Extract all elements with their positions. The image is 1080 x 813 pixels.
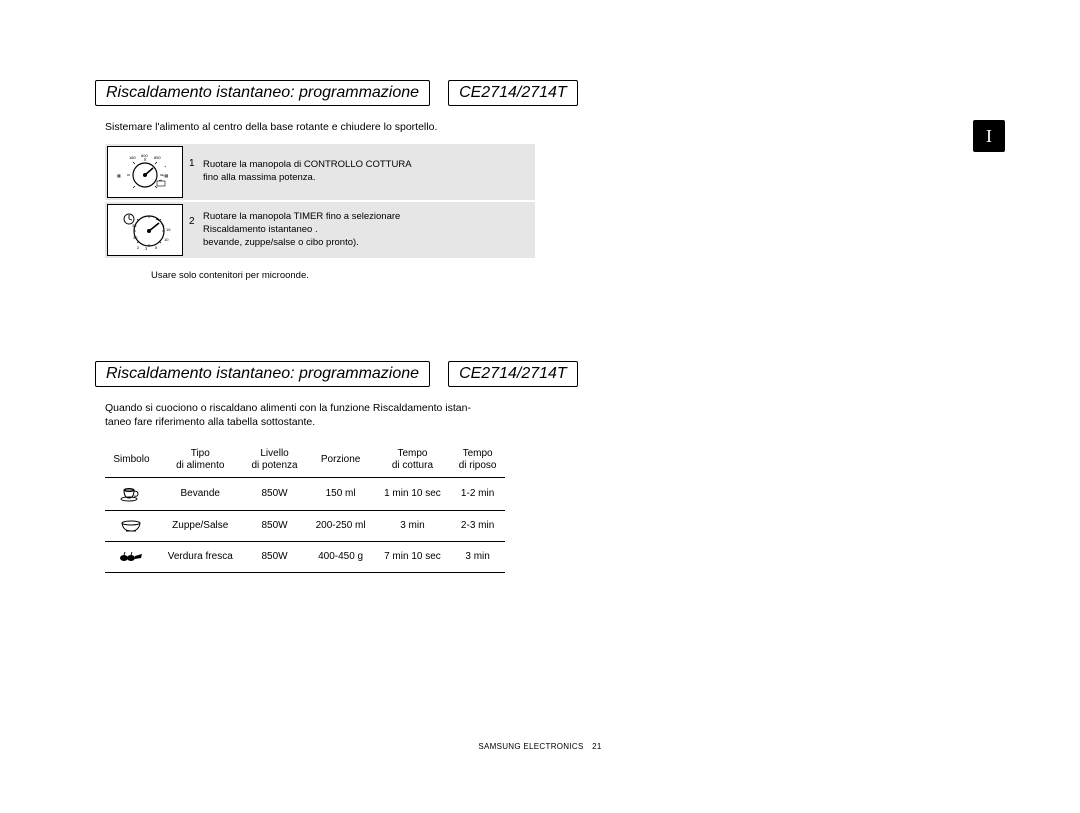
cell-livello: 850W [243, 510, 307, 541]
cell-porzione: 400-450 g [307, 541, 375, 572]
food-table-wrap: Simbolo Tipodi alimento Livellodi potenz… [105, 444, 995, 573]
svg-text:5: 5 [155, 245, 158, 250]
step2-number: 2 [189, 212, 203, 227]
cell-porzione: 200-250 ml [307, 510, 375, 541]
section1-note: Usare solo contenitori per microonde. [151, 270, 995, 281]
th-livello: Livellodi potenza [243, 444, 307, 478]
language-badge: I [973, 120, 1005, 152]
svg-text:180: 180 [129, 155, 136, 160]
th-simbolo: Simbolo [105, 444, 158, 478]
footer-page-number: 21 [592, 742, 602, 751]
step2-text: Ruotare la manopola TIMER fino a selezio… [203, 205, 406, 255]
cell-livello: 850W [243, 477, 307, 510]
section1-steps: 180 600 850 + +▦ ▦ 1 Ruotare la manopola… [105, 144, 995, 258]
svg-text:850: 850 [154, 155, 161, 160]
page-footer: SAMSUNG ELECTRONICS 21 [0, 742, 1080, 751]
cell-cottura: 7 min 10 sec [375, 541, 451, 572]
th-tipo: Tipodi alimento [158, 444, 243, 478]
table-row: Zuppe/Salse 850W 200-250 ml 3 min 2-3 mi… [105, 510, 505, 541]
cell-cottura: 3 min [375, 510, 451, 541]
section1-model: CE2714/2714T [448, 80, 578, 106]
food-table: Simbolo Tipodi alimento Livellodi potenz… [105, 444, 505, 573]
svg-text:15: 15 [166, 227, 171, 232]
svg-text:30: 30 [133, 235, 138, 240]
footer-brand: SAMSUNG ELECTRONICS [478, 742, 583, 751]
cell-porzione: 150 ml [307, 477, 375, 510]
table-row: Bevande 850W 150 ml 1 min 10 sec 1-2 min [105, 477, 505, 510]
svg-text:▦: ▦ [117, 173, 121, 178]
cell-riposo: 3 min [450, 541, 505, 572]
cell-tipo: Verdura fresca [158, 541, 243, 572]
table-row: Verdura fresca 850W 400-450 g 7 min 10 s… [105, 541, 505, 572]
symbol-veg-icon [105, 541, 158, 572]
cell-tipo: Zuppe/Salse [158, 510, 243, 541]
svg-text:+: + [164, 164, 167, 169]
svg-text:3: 3 [145, 246, 148, 251]
cell-riposo: 1-2 min [450, 477, 505, 510]
svg-text:+▦: +▦ [162, 173, 168, 178]
th-porzione: Porzione [307, 444, 375, 478]
section2-header: Riscaldamento istantaneo: programmazione… [95, 361, 995, 387]
section1-intro: Sistemare l'alimento al centro della bas… [105, 120, 545, 134]
table-header-row: Simbolo Tipodi alimento Livellodi potenz… [105, 444, 505, 478]
cell-tipo: Bevande [158, 477, 243, 510]
cell-cottura: 1 min 10 sec [375, 477, 451, 510]
spacer [95, 281, 995, 361]
section2-intro: Quando si cuociono o riscaldano alimenti… [105, 401, 545, 429]
svg-text:35: 35 [132, 223, 137, 228]
step1-number: 1 [189, 154, 203, 169]
page-content: I Riscaldamento istantaneo: programmazio… [95, 80, 995, 573]
section1-header: Riscaldamento istantaneo: programmazione… [95, 80, 995, 106]
step1-text: Ruotare la manopola di CONTROLLO COTTURA… [203, 153, 418, 191]
svg-text:600: 600 [141, 153, 148, 158]
step-row-2: 2 3 5 10 15 35 30 2 Ruotare la manopola … [105, 202, 535, 258]
cell-riposo: 2-3 min [450, 510, 505, 541]
section2-model: CE2714/2714T [448, 361, 578, 387]
section2-title: Riscaldamento istantaneo: programmazione [95, 361, 430, 387]
power-dial-icon: 180 600 850 + +▦ ▦ [107, 146, 183, 198]
th-cottura: Tempodi cottura [375, 444, 451, 478]
step-row-1: 180 600 850 + +▦ ▦ 1 Ruotare la manopola… [105, 144, 535, 200]
cell-livello: 850W [243, 541, 307, 572]
th-riposo: Tempodi riposo [450, 444, 505, 478]
section1-title: Riscaldamento istantaneo: programmazione [95, 80, 430, 106]
svg-text:10: 10 [164, 237, 169, 242]
symbol-bowl-icon [105, 510, 158, 541]
svg-text:2: 2 [137, 245, 140, 250]
timer-dial-icon: 2 3 5 10 15 35 30 [107, 204, 183, 256]
symbol-cup-icon [105, 477, 158, 510]
